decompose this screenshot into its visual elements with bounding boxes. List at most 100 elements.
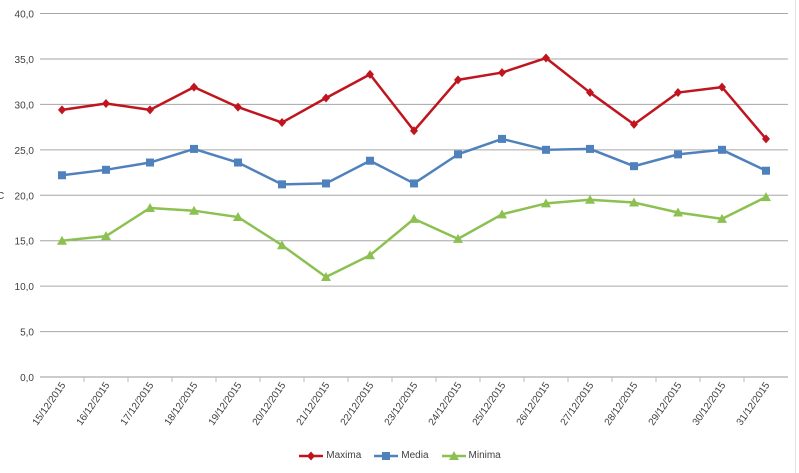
data-point: [630, 119, 638, 129]
series-media: [58, 134, 770, 189]
legend-item: Media: [373, 450, 429, 461]
data-point: [278, 180, 286, 189]
x-tick-label: 26/12/2015: [515, 380, 553, 428]
data-point: [234, 158, 242, 167]
x-tick-label: 20/12/2015: [251, 380, 289, 428]
x-tick-label: 31/12/2015: [735, 380, 773, 428]
x-tick-label: 24/12/2015: [427, 380, 465, 428]
legend-label: Maxima: [326, 450, 362, 461]
legend-label: Media: [401, 450, 429, 461]
data-point: [190, 82, 198, 92]
legend-marker: [307, 451, 316, 460]
data-point: [409, 213, 419, 223]
series-minima: [57, 192, 771, 282]
data-point: [454, 75, 462, 85]
data-point: [410, 179, 418, 188]
data-point: [718, 145, 726, 154]
data-point: [146, 105, 154, 115]
data-point: [189, 205, 199, 215]
x-tick-label: 25/12/2015: [471, 380, 509, 428]
legend-item: Maxima: [298, 450, 361, 461]
data-point: [277, 240, 287, 250]
data-point: [497, 209, 507, 219]
y-tick-label: 30,0: [15, 100, 35, 111]
x-axis-ticks: 15/12/2015 16/12/2015 17/12/2015 18/12/2015…: [31, 380, 773, 428]
x-tick-label: 18/12/2015: [163, 380, 201, 428]
series-maxima: [58, 53, 770, 144]
y-tick-label: 40,0: [15, 10, 35, 21]
data-point: [629, 197, 639, 207]
data-point: [190, 144, 198, 153]
data-point: [498, 134, 506, 143]
data-point: [101, 231, 111, 241]
data-point: [322, 179, 330, 188]
data-point: [58, 105, 66, 115]
y-axis-ticks: 0,0 5,0 10,0 15,0 20,0 25,0 30,0 35,0 40,0: [15, 10, 35, 385]
y-tick-label: 5,0: [20, 328, 34, 339]
y-tick-label: 15,0: [15, 237, 35, 248]
data-point: [453, 233, 463, 243]
gridlines: [40, 13, 788, 382]
data-point: [58, 171, 66, 180]
legend-label: Minima: [468, 450, 501, 461]
x-tick-label: 21/12/2015: [295, 380, 333, 428]
data-point: [542, 53, 550, 63]
data-point: [762, 134, 770, 144]
data-point: [321, 272, 331, 282]
y-tick-label: 20,0: [15, 191, 35, 202]
y-tick-label: 0,0: [20, 373, 34, 384]
data-point: [102, 98, 110, 108]
data-point: [674, 88, 682, 98]
data-point: [454, 150, 462, 159]
x-tick-label: 19/12/2015: [207, 380, 245, 428]
x-tick-label: 28/12/2015: [603, 380, 641, 428]
data-point: [673, 207, 683, 217]
series-group: [57, 53, 771, 282]
legend-marker: [448, 450, 459, 460]
data-point: [365, 250, 375, 260]
data-point: [586, 88, 594, 98]
legend-item: Minima: [441, 450, 501, 461]
x-tick-label: 22/12/2015: [339, 380, 377, 428]
data-point: [145, 202, 155, 212]
data-point: [233, 212, 243, 222]
data-point: [761, 192, 771, 202]
x-tick-label: 30/12/2015: [691, 380, 729, 428]
legend-marker-icon: [441, 450, 466, 460]
x-tick-label: 17/12/2015: [119, 380, 157, 428]
y-tick-label: 25,0: [15, 146, 35, 157]
data-point: [410, 126, 418, 136]
data-point: [541, 198, 551, 208]
legend-marker: [382, 451, 391, 460]
data-point: [718, 82, 726, 92]
data-point: [57, 235, 67, 245]
legend-marker-icon: [299, 451, 324, 460]
data-point: [102, 165, 110, 174]
data-point: [146, 158, 154, 167]
data-point: [234, 102, 242, 112]
data-point: [674, 150, 682, 159]
right-border: [795, 0, 796, 473]
x-tick-label: 29/12/2015: [647, 380, 685, 428]
y-tick-label: 35,0: [15, 55, 35, 66]
data-point: [366, 69, 374, 79]
x-tick-label: 27/12/2015: [559, 380, 597, 428]
x-tick-label: 23/12/2015: [383, 380, 421, 428]
y-tick-label: 10,0: [15, 282, 35, 293]
data-point: [366, 156, 374, 165]
data-point: [585, 194, 595, 204]
data-point: [586, 144, 594, 153]
data-point: [322, 93, 330, 103]
y-axis-label: C: [0, 191, 4, 202]
data-point: [717, 213, 727, 223]
data-point: [630, 162, 638, 171]
legend-marker-icon: [374, 451, 399, 460]
data-point: [542, 145, 550, 154]
data-point: [498, 68, 506, 78]
x-tick-label: 15/12/2015: [31, 380, 69, 428]
legend: Maxima Media Minima: [0, 450, 799, 461]
series-line: [61, 195, 767, 279]
data-point: [762, 166, 770, 175]
series-line: [61, 137, 767, 186]
